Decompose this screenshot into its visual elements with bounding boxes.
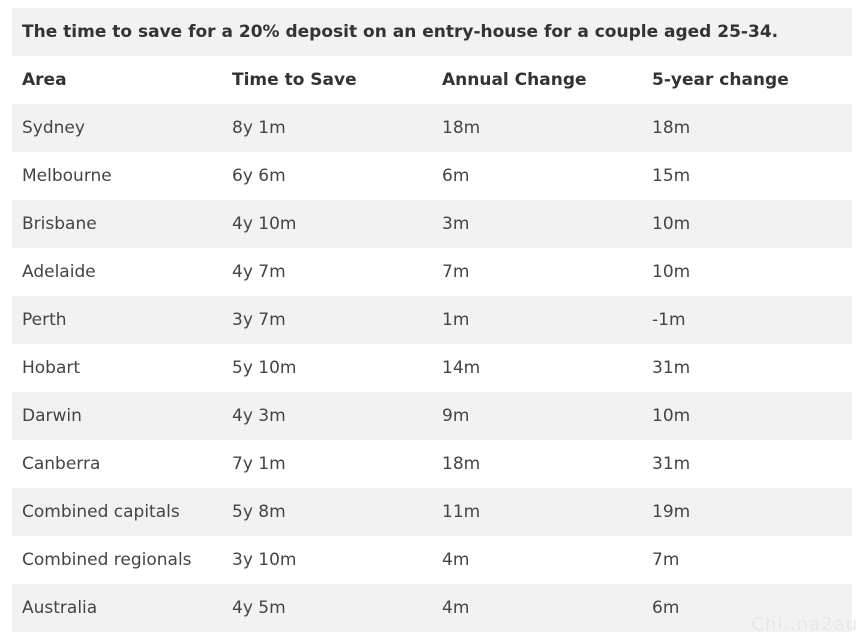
cell-annual-change: 6m <box>432 152 642 200</box>
cell-time-to-save: 5y 8m <box>222 488 432 536</box>
table-row: Melbourne 6y 6m 6m 15m <box>12 152 852 200</box>
cell-area: Darwin <box>12 392 222 440</box>
cell-area: Combined regionals <box>12 536 222 584</box>
cell-annual-change: 3m <box>432 200 642 248</box>
cell-annual-change: 7m <box>432 248 642 296</box>
cell-5-year-change: 15m <box>642 152 852 200</box>
cell-area: Hobart <box>12 344 222 392</box>
cell-area: Combined capitals <box>12 488 222 536</box>
cell-annual-change: 18m <box>432 440 642 488</box>
cell-5-year-change: 19m <box>642 488 852 536</box>
cell-time-to-save: 8y 1m <box>222 104 432 152</box>
cell-5-year-change: -1m <box>642 296 852 344</box>
table-row: Perth 3y 7m 1m -1m <box>12 296 852 344</box>
header-annual-change: Annual Change <box>432 56 642 104</box>
cell-annual-change: 11m <box>432 488 642 536</box>
cell-time-to-save: 3y 7m <box>222 296 432 344</box>
cell-area: Perth <box>12 296 222 344</box>
cell-5-year-change: 10m <box>642 392 852 440</box>
cell-time-to-save: 4y 7m <box>222 248 432 296</box>
cell-5-year-change: 31m <box>642 440 852 488</box>
cell-area: Adelaide <box>12 248 222 296</box>
watermark: Chi..na2au <box>751 614 858 635</box>
cell-area: Australia <box>12 584 222 632</box>
cell-time-to-save: 4y 3m <box>222 392 432 440</box>
table-row: Brisbane 4y 10m 3m 10m <box>12 200 852 248</box>
header-5-year-change: 5-year change <box>642 56 852 104</box>
cell-area: Canberra <box>12 440 222 488</box>
deposit-savings-table: Area Time to Save Annual Change 5-year c… <box>12 56 852 632</box>
header-row: Area Time to Save Annual Change 5-year c… <box>12 56 852 104</box>
cell-time-to-save: 4y 5m <box>222 584 432 632</box>
cell-time-to-save: 6y 6m <box>222 152 432 200</box>
table-row: Sydney 8y 1m 18m 18m <box>12 104 852 152</box>
table-row: Combined regionals 3y 10m 4m 7m <box>12 536 852 584</box>
cell-area: Sydney <box>12 104 222 152</box>
header-area: Area <box>12 56 222 104</box>
cell-5-year-change: 7m <box>642 536 852 584</box>
cell-time-to-save: 7y 1m <box>222 440 432 488</box>
table-row: Canberra 7y 1m 18m 31m <box>12 440 852 488</box>
cell-annual-change: 4m <box>432 584 642 632</box>
cell-area: Melbourne <box>12 152 222 200</box>
cell-time-to-save: 5y 10m <box>222 344 432 392</box>
table-row: Hobart 5y 10m 14m 31m <box>12 344 852 392</box>
table-row: Combined capitals 5y 8m 11m 19m <box>12 488 852 536</box>
table-row: Darwin 4y 3m 9m 10m <box>12 392 852 440</box>
cell-annual-change: 18m <box>432 104 642 152</box>
deposit-savings-table-container: The time to save for a 20% deposit on an… <box>12 8 852 632</box>
table-caption: The time to save for a 20% deposit on an… <box>12 8 852 56</box>
cell-5-year-change: 10m <box>642 248 852 296</box>
cell-5-year-change: 6m <box>642 584 852 632</box>
cell-annual-change: 4m <box>432 536 642 584</box>
cell-annual-change: 14m <box>432 344 642 392</box>
table-body: Sydney 8y 1m 18m 18m Melbourne 6y 6m 6m … <box>12 104 852 632</box>
table-header: Area Time to Save Annual Change 5-year c… <box>12 56 852 104</box>
cell-time-to-save: 4y 10m <box>222 200 432 248</box>
table-row: Australia 4y 5m 4m 6m <box>12 584 852 632</box>
cell-5-year-change: 18m <box>642 104 852 152</box>
table-row: Adelaide 4y 7m 7m 10m <box>12 248 852 296</box>
cell-5-year-change: 10m <box>642 200 852 248</box>
header-time-to-save: Time to Save <box>222 56 432 104</box>
cell-area: Brisbane <box>12 200 222 248</box>
cell-5-year-change: 31m <box>642 344 852 392</box>
cell-annual-change: 9m <box>432 392 642 440</box>
cell-annual-change: 1m <box>432 296 642 344</box>
cell-time-to-save: 3y 10m <box>222 536 432 584</box>
